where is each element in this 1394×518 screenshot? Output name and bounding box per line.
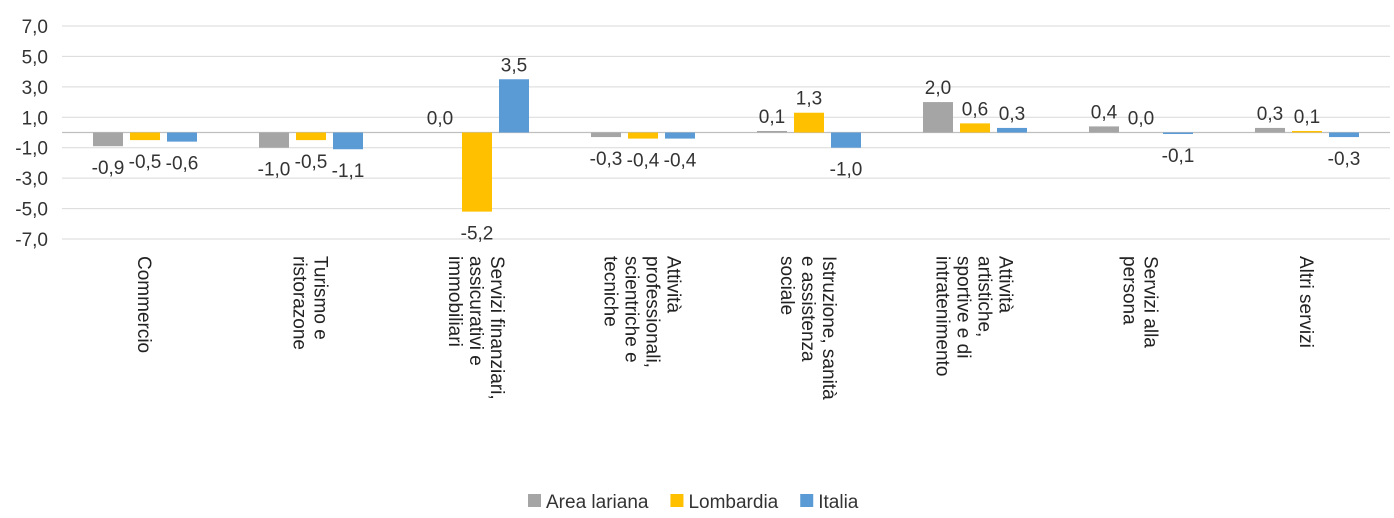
bar bbox=[1329, 132, 1359, 138]
data-labels: -0,9 -0,5 -0,6 -1,0 -0,5 -1,10,0-5,23,5-0,3 -0… bbox=[92, 55, 1361, 244]
category-label: Servizi finanziari,assicurativi eimmobil… bbox=[444, 256, 507, 400]
category-label-line: professionali, bbox=[642, 256, 663, 368]
data-label: -0,3 bbox=[1328, 149, 1361, 170]
data-label: -1,1 bbox=[332, 161, 365, 182]
data-label: -0,3 bbox=[590, 149, 623, 170]
category-label: Commercio bbox=[133, 256, 154, 353]
y-tick-label: -1,0 bbox=[15, 139, 48, 160]
legend-swatch bbox=[528, 494, 541, 507]
bar bbox=[831, 132, 861, 148]
legend-swatch bbox=[670, 494, 684, 507]
bar bbox=[665, 132, 695, 139]
data-label: 0,0 bbox=[427, 109, 453, 130]
bar bbox=[1292, 130, 1322, 133]
legend-label: Italia bbox=[818, 492, 859, 513]
y-tick-label: 5,0 bbox=[22, 47, 48, 68]
legend: Area lariana Lombardia Italia bbox=[528, 492, 859, 513]
bar bbox=[794, 112, 824, 133]
category-label-line: Servizi alla bbox=[1140, 256, 1161, 348]
bar bbox=[130, 132, 160, 141]
bar bbox=[1163, 132, 1193, 135]
bar bbox=[259, 132, 289, 148]
category-label-line: immobiliari bbox=[444, 256, 465, 347]
bar bbox=[960, 123, 990, 133]
data-label: 2,0 bbox=[925, 78, 951, 99]
data-label: -0,9 bbox=[92, 158, 125, 179]
category-label-line: scientriche e bbox=[621, 256, 642, 363]
legend-swatch bbox=[800, 494, 814, 507]
data-label: 0,0 bbox=[1128, 109, 1154, 130]
data-label: -0,4 bbox=[664, 151, 697, 172]
data-label: 3,5 bbox=[501, 55, 527, 76]
bar bbox=[628, 132, 658, 139]
category-label-line: Istruzione, sanità bbox=[818, 256, 839, 400]
category-label: Altri servizi bbox=[1295, 256, 1316, 348]
y-tick-label: 7,0 bbox=[22, 17, 48, 38]
data-label: -1,0 bbox=[830, 160, 863, 181]
category-label-line: assicurativi e bbox=[465, 256, 486, 366]
category-label-line: e assistenza bbox=[797, 256, 818, 362]
legend-label: Area lariana bbox=[546, 492, 649, 513]
y-tick-label: -7,0 bbox=[15, 230, 48, 251]
data-label: -0,6 bbox=[166, 154, 199, 175]
bar bbox=[333, 132, 363, 150]
category-label-line: ristorazone bbox=[289, 256, 310, 350]
category-label-line: sociale bbox=[776, 256, 797, 315]
legend-item: Italia bbox=[800, 492, 859, 513]
y-axis-ticks: 7,0 5,0 3,0 1,0 -1,0 -3,0 -5,0 -7,0 bbox=[15, 17, 48, 251]
category-label-line: Servizi finanziari, bbox=[486, 256, 507, 400]
y-tick-label: 3,0 bbox=[22, 78, 48, 99]
bar bbox=[462, 132, 492, 212]
category-label-line: sportive e di bbox=[953, 256, 974, 358]
category-label-line: Altri servizi bbox=[1295, 256, 1316, 348]
data-label: 0,1 bbox=[1294, 107, 1320, 128]
data-label: -5,2 bbox=[461, 224, 494, 245]
legend-label: Lombardia bbox=[688, 492, 778, 513]
data-label: 0,3 bbox=[1257, 104, 1283, 125]
category-label-line: tecniche bbox=[600, 256, 621, 327]
data-label: -1,0 bbox=[258, 160, 291, 181]
y-tick-label: -3,0 bbox=[15, 169, 48, 190]
category-label-line: Commercio bbox=[133, 256, 154, 353]
category-label-line: artistiche, bbox=[974, 256, 995, 337]
category-label-line: Attività bbox=[663, 256, 684, 313]
data-label: 0,6 bbox=[962, 99, 988, 120]
data-label: -0,5 bbox=[295, 152, 328, 173]
y-tick-label: 1,0 bbox=[22, 108, 48, 129]
category-label-line: intratenimento bbox=[932, 256, 953, 376]
bar bbox=[93, 132, 123, 147]
bar bbox=[1255, 127, 1285, 133]
bar bbox=[923, 102, 953, 133]
data-label: 1,3 bbox=[796, 89, 822, 110]
data-label: 0,4 bbox=[1091, 102, 1118, 123]
data-label: -0,1 bbox=[1162, 146, 1195, 167]
data-label: 0,3 bbox=[999, 104, 1025, 125]
data-label: 0,1 bbox=[759, 107, 785, 128]
bars bbox=[93, 79, 1359, 212]
bar bbox=[167, 132, 197, 142]
bar bbox=[757, 130, 787, 133]
data-label: -0,4 bbox=[627, 151, 660, 172]
legend-item: Lombardia bbox=[670, 492, 779, 513]
category-label-line: Turismo e bbox=[310, 256, 331, 340]
y-tick-label: -5,0 bbox=[15, 200, 48, 221]
data-label: -0,5 bbox=[129, 152, 162, 173]
category-label-line: Attività bbox=[995, 256, 1016, 313]
bar bbox=[499, 79, 529, 133]
bar bbox=[997, 127, 1027, 133]
bar bbox=[591, 132, 621, 138]
bar bbox=[1089, 126, 1119, 133]
legend-item: Area lariana bbox=[528, 492, 649, 513]
category-label-line: persona bbox=[1119, 256, 1140, 325]
bar bbox=[296, 132, 326, 141]
